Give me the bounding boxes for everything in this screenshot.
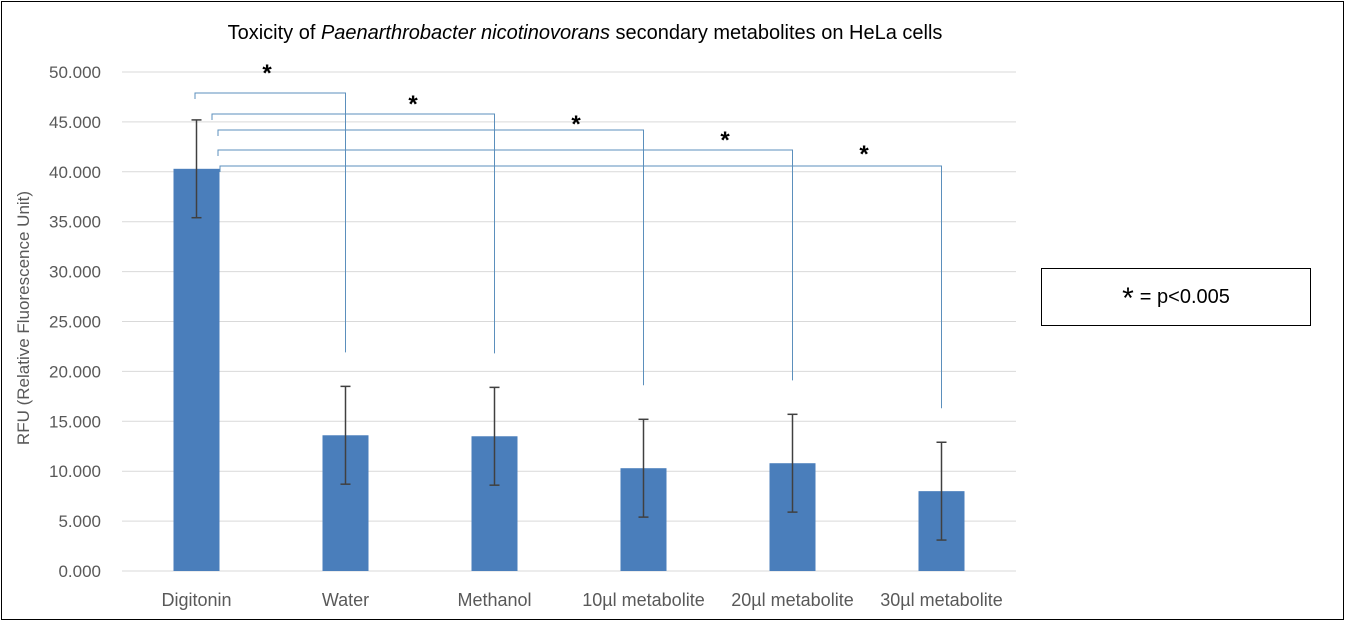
x-tick-label: 20µl metabolite [731,590,853,610]
x-tick-label: Digitonin [161,590,231,610]
y-tick-label: 15.000 [49,412,101,431]
bar [173,168,220,571]
significance-legend: * = p<0.005 [1041,268,1311,326]
y-tick-label: 0.000 [58,562,101,581]
y-tick-label: 25.000 [49,313,101,332]
significance-bracket [211,113,495,354]
significance-bracket [219,165,942,409]
x-tick-label: 10µl metabolite [582,590,704,610]
significance-bracket [217,149,793,381]
y-tick-label: 45.000 [49,113,101,132]
y-tick-label: 5.000 [58,512,101,531]
x-tick-label: Methanol [457,590,531,610]
significance-asterisk: * [262,60,272,87]
y-tick-label: 10.000 [49,462,101,481]
legend-text: = p<0.005 [1139,285,1230,308]
significance-asterisk: * [571,111,581,138]
title-part-1: Toxicity of [227,22,321,44]
x-tick-label: 30µl metabolite [880,590,1002,610]
significance-asterisk: * [720,127,730,154]
significance-asterisk: * [408,91,418,118]
y-tick-label: 35.000 [49,213,101,232]
y-tick-label: 20.000 [49,362,101,381]
significance-bracket [217,129,644,386]
legend-asterisk: * [1122,282,1134,315]
chart-title: Toxicity of Paenarthrobacter nicotinovor… [0,22,1170,45]
title-species: Paenarthrobacter nicotinovorans [320,22,610,44]
y-tick-label: 30.000 [49,263,101,282]
title-part-3: secondary metabolites on HeLa cells [610,22,943,44]
y-tick-label: 50.000 [49,63,101,82]
x-tick-label: Water [322,590,369,610]
significance-asterisk: * [859,141,869,168]
y-tick-label: 40.000 [49,163,101,182]
significance-bracket [194,92,346,353]
